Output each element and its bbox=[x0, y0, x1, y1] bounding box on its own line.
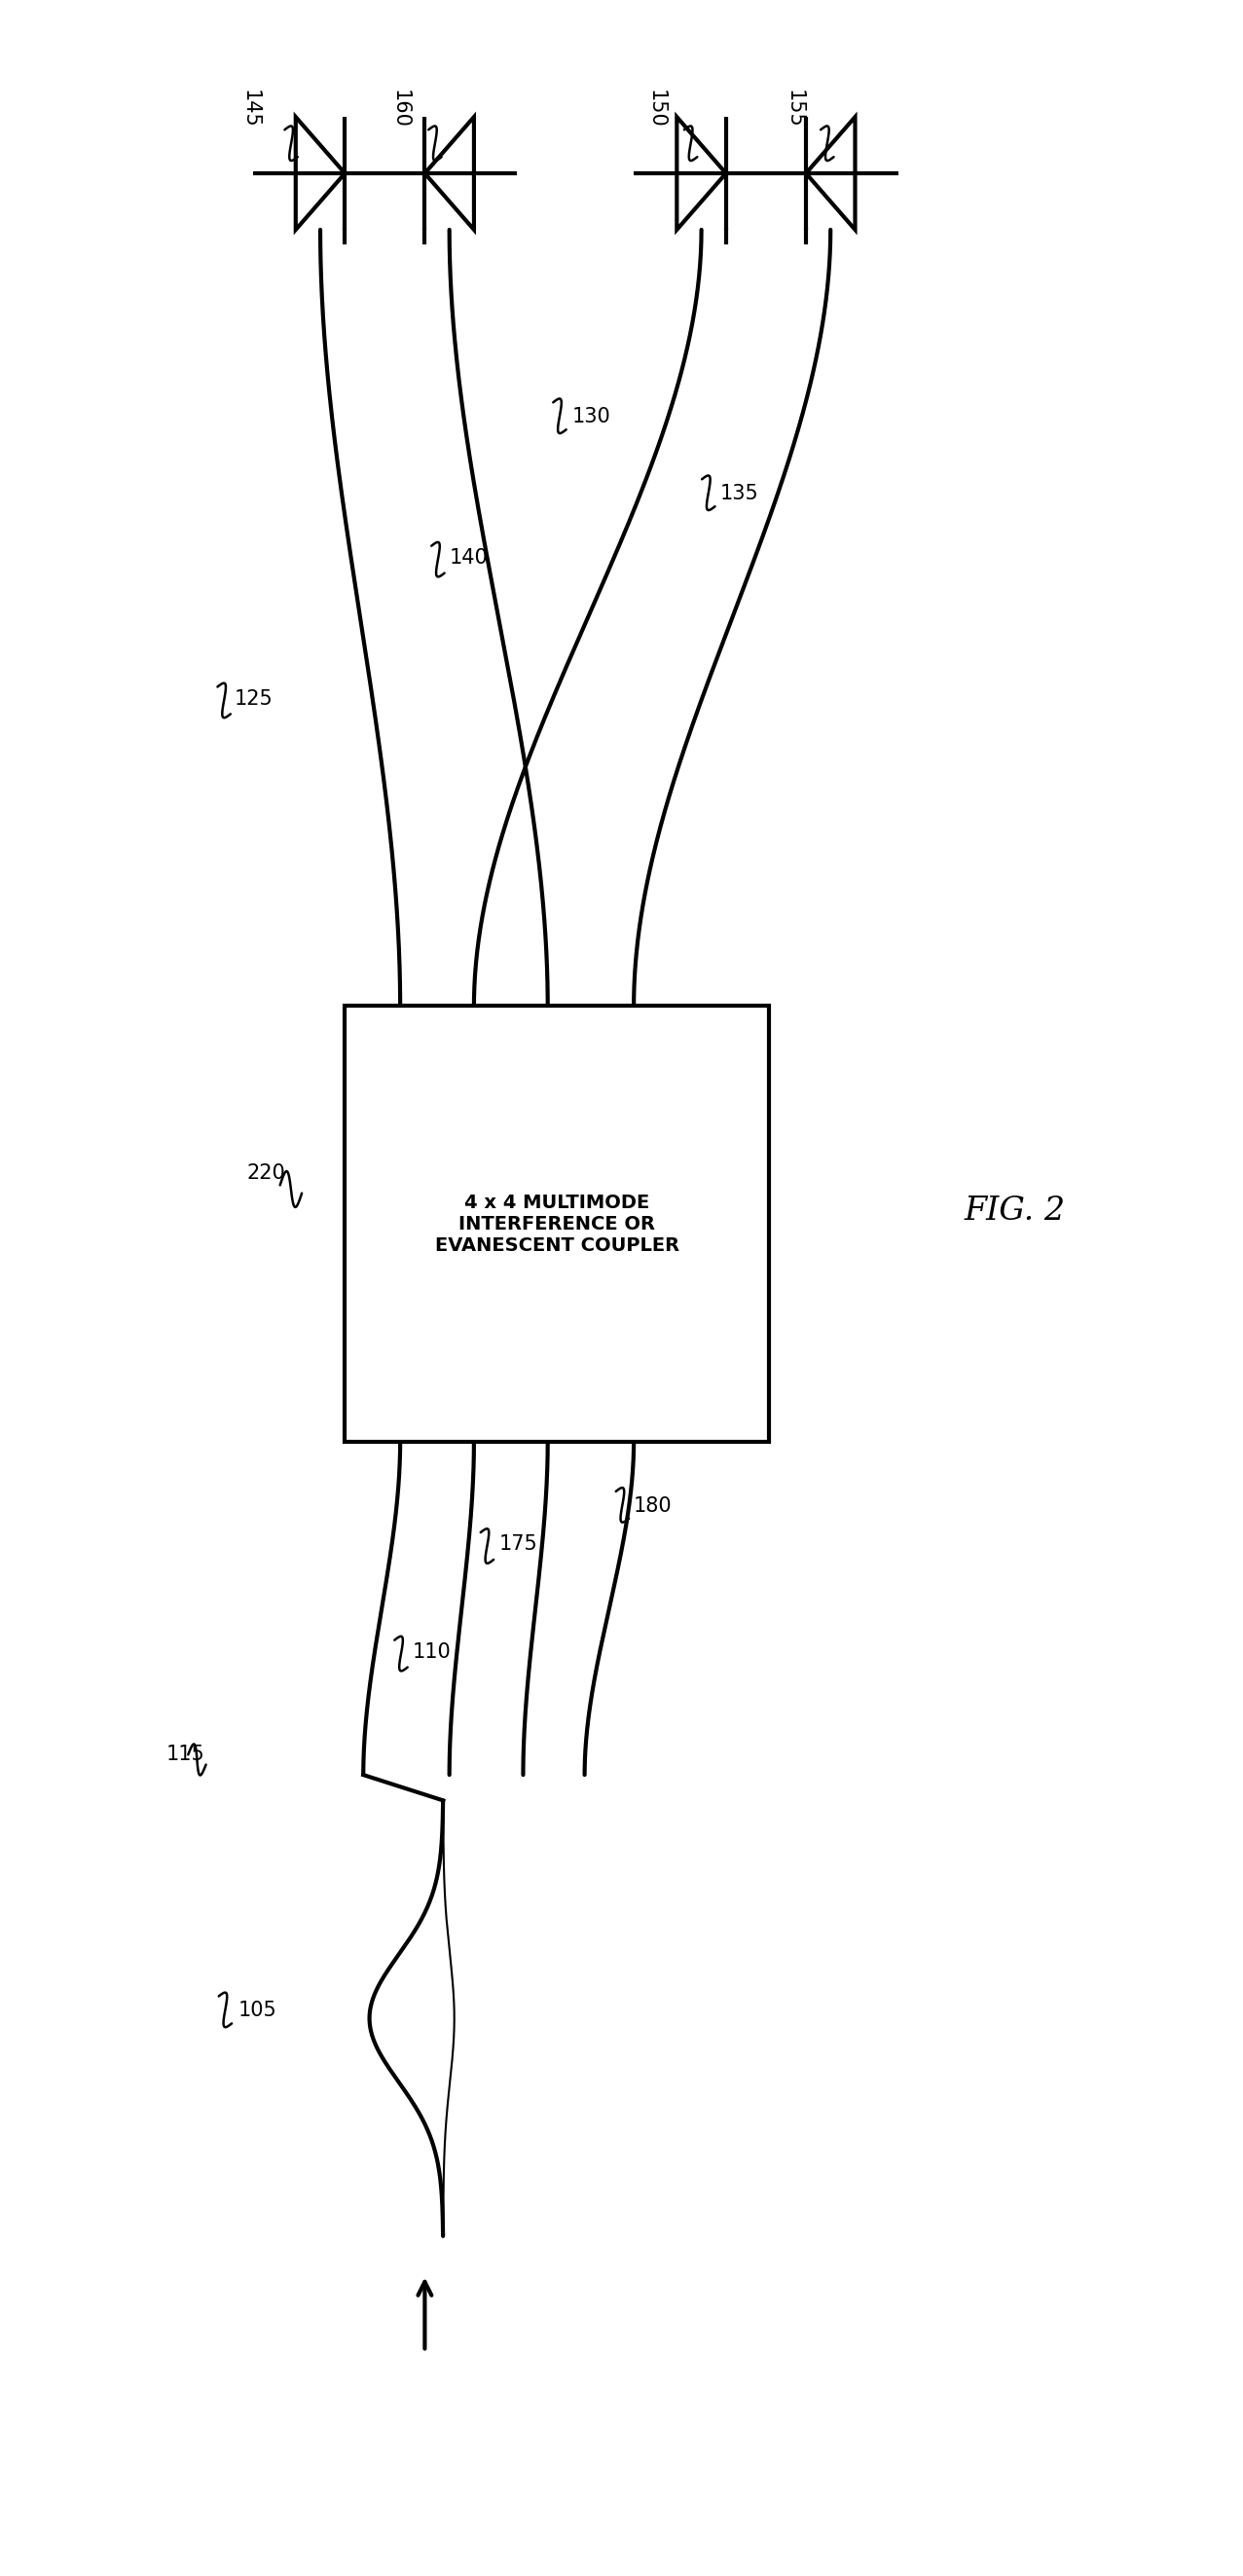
Text: 4 x 4 MULTIMODE
INTERFERENCE OR
EVANESCENT COUPLER: 4 x 4 MULTIMODE INTERFERENCE OR EVANESCE… bbox=[435, 1193, 679, 1255]
Text: 110: 110 bbox=[413, 1641, 451, 1662]
Text: 125: 125 bbox=[234, 688, 273, 708]
Text: 155: 155 bbox=[784, 90, 803, 129]
Text: 105: 105 bbox=[237, 2002, 277, 2020]
Text: FIG. 2: FIG. 2 bbox=[965, 1195, 1065, 1226]
Text: 180: 180 bbox=[634, 1497, 672, 1515]
Text: 175: 175 bbox=[498, 1535, 537, 1553]
Bar bbox=[344, 1007, 769, 1443]
Text: 135: 135 bbox=[720, 484, 758, 502]
Text: 145: 145 bbox=[240, 90, 260, 129]
Text: 220: 220 bbox=[246, 1162, 285, 1182]
Text: 160: 160 bbox=[390, 90, 410, 129]
Text: 130: 130 bbox=[572, 407, 612, 428]
Text: 150: 150 bbox=[646, 90, 666, 129]
Text: 115: 115 bbox=[167, 1744, 205, 1765]
Text: 140: 140 bbox=[450, 549, 488, 567]
